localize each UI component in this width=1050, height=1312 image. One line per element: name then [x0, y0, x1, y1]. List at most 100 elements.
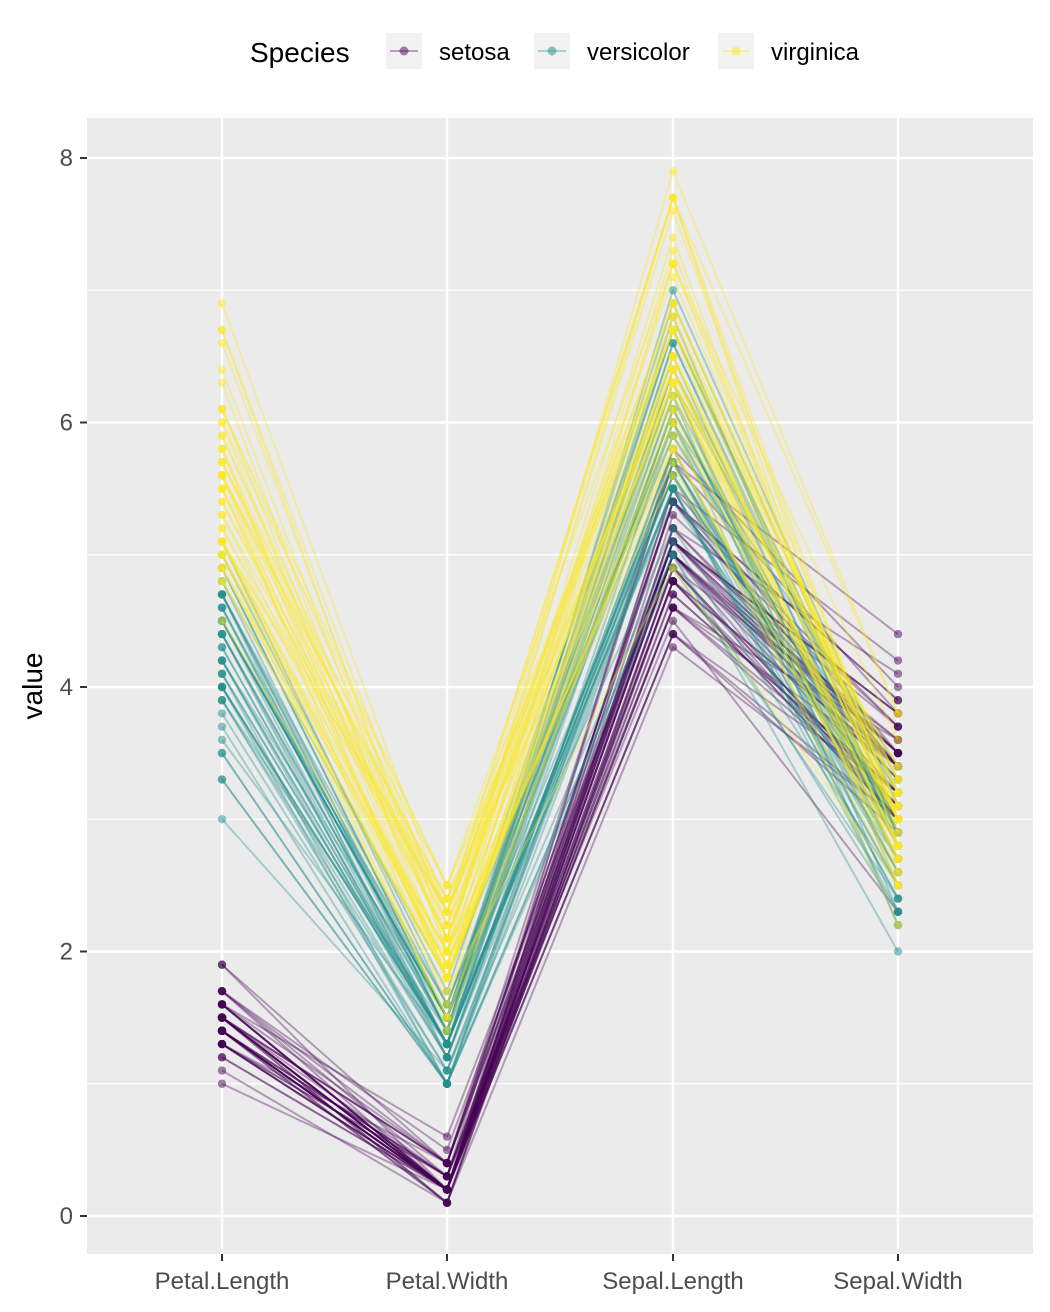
- series-line-versicolor: [221, 340, 899, 1047]
- series-line-virginica: [221, 446, 899, 901]
- series-line-setosa: [221, 632, 899, 1192]
- data-point-virginica: [217, 418, 227, 427]
- series-line-virginica: [221, 194, 899, 915]
- data-point-setosa: [217, 1066, 227, 1075]
- data-point-versicolor: [668, 497, 678, 507]
- series-line-virginica: [221, 207, 899, 942]
- data-point-virginica: [217, 457, 227, 467]
- series-line-setosa: [221, 539, 899, 1165]
- legend-key-point: [399, 46, 409, 56]
- data-point-versicolor: [217, 656, 227, 665]
- series-line-virginica: [221, 433, 899, 981]
- series-line-virginica: [221, 380, 899, 968]
- data-point-virginica: [442, 1013, 452, 1022]
- series-line-versicolor: [221, 327, 899, 1034]
- series-line-virginica: [221, 327, 899, 915]
- data-point-virginica: [217, 471, 227, 480]
- series-line-versicolor: [221, 366, 899, 1047]
- data-point-versicolor: [668, 338, 678, 348]
- data-point-virginica: [893, 801, 903, 811]
- series-line-virginica: [221, 446, 899, 968]
- data-point-virginica: [668, 272, 678, 282]
- series-line-setosa: [221, 539, 899, 1178]
- series-line-versicolor: [221, 367, 899, 1021]
- series-line-setosa: [221, 553, 899, 1139]
- series-line-virginica: [221, 260, 899, 1008]
- legend-items: setosa versicolor virginica: [386, 33, 860, 69]
- series-line-virginica: [221, 327, 899, 941]
- series-line-virginica: [221, 247, 899, 982]
- data-point-setosa: [442, 1185, 452, 1194]
- series-line-versicolor: [221, 313, 899, 1034]
- series-line-virginica: [221, 261, 899, 888]
- data-point-setosa: [668, 629, 678, 639]
- series-line-virginica: [221, 353, 899, 954]
- series-line-setosa: [221, 499, 899, 1165]
- series-line-versicolor: [221, 433, 899, 981]
- series-line-virginica: [221, 300, 899, 915]
- data-point-versicolor: [217, 775, 227, 784]
- series-line-versicolor: [221, 459, 899, 1060]
- data-point-virginica: [668, 457, 678, 467]
- series-line-setosa: [221, 579, 899, 1192]
- series-line-setosa: [221, 500, 899, 1165]
- data-point-versicolor: [217, 815, 227, 824]
- series-line-setosa: [221, 539, 899, 1152]
- data-point-setosa: [893, 629, 903, 639]
- series-line-setosa: [221, 447, 899, 1192]
- series-line-setosa: [221, 606, 899, 1178]
- series-line-setosa: [221, 579, 899, 1192]
- data-point-setosa: [442, 1172, 452, 1181]
- data-point-virginica: [668, 365, 678, 374]
- series-line-virginica: [221, 459, 899, 954]
- series-line-versicolor: [221, 420, 899, 1007]
- series-line-versicolor: [221, 552, 899, 1086]
- series-line-virginica: [221, 353, 899, 928]
- series-line-versicolor: [221, 446, 899, 1060]
- series-line-versicolor: [221, 473, 899, 1047]
- data-point-versicolor: [893, 894, 903, 903]
- series-line-virginica: [221, 353, 899, 954]
- series-line-virginica: [221, 194, 899, 915]
- data-point-versicolor: [217, 748, 227, 758]
- legend-key-point: [731, 46, 741, 56]
- data-point-virginica: [668, 246, 678, 255]
- series-line-setosa: [221, 460, 899, 1179]
- series-line-versicolor: [221, 406, 899, 1060]
- data-point-versicolor: [217, 709, 227, 718]
- series-line-versicolor: [221, 459, 899, 1047]
- data-point-virginica: [668, 352, 678, 361]
- series-line-versicolor: [221, 446, 899, 1087]
- data-point-setosa: [217, 1026, 227, 1036]
- x-tick-label: Petal.Width: [386, 1268, 509, 1295]
- data-point-virginica: [217, 563, 227, 573]
- series-line-virginica: [221, 566, 899, 994]
- data-point-virginica: [668, 167, 678, 176]
- y-axis-title: value: [17, 653, 48, 720]
- series-line-versicolor: [221, 420, 899, 1020]
- data-point-virginica: [217, 378, 227, 388]
- data-point-setosa: [893, 656, 903, 665]
- data-point-virginica: [668, 405, 678, 414]
- data-point-setosa: [217, 1053, 227, 1062]
- series-line-versicolor: [221, 459, 899, 1047]
- series-line-setosa: [221, 566, 899, 1192]
- legend-key-point: [547, 46, 557, 56]
- series-line-versicolor: [221, 459, 899, 1047]
- series-line-setosa: [221, 618, 899, 1178]
- data-point-setosa: [893, 696, 903, 705]
- data-point-versicolor: [668, 537, 678, 546]
- data-point-virginica: [893, 867, 903, 877]
- series-line-versicolor: [221, 393, 899, 1047]
- legend-label: versicolor: [587, 39, 690, 66]
- series-line-virginica: [221, 314, 899, 941]
- series-line-setosa: [221, 486, 899, 1192]
- data-point-virginica: [668, 391, 678, 401]
- series-line-virginica: [221, 367, 899, 941]
- data-point-virginica: [442, 947, 452, 956]
- data-point-virginica: [217, 550, 227, 559]
- series-line-versicolor: [221, 420, 899, 1007]
- series-line-setosa: [221, 539, 899, 1192]
- data-point-setosa: [668, 643, 678, 652]
